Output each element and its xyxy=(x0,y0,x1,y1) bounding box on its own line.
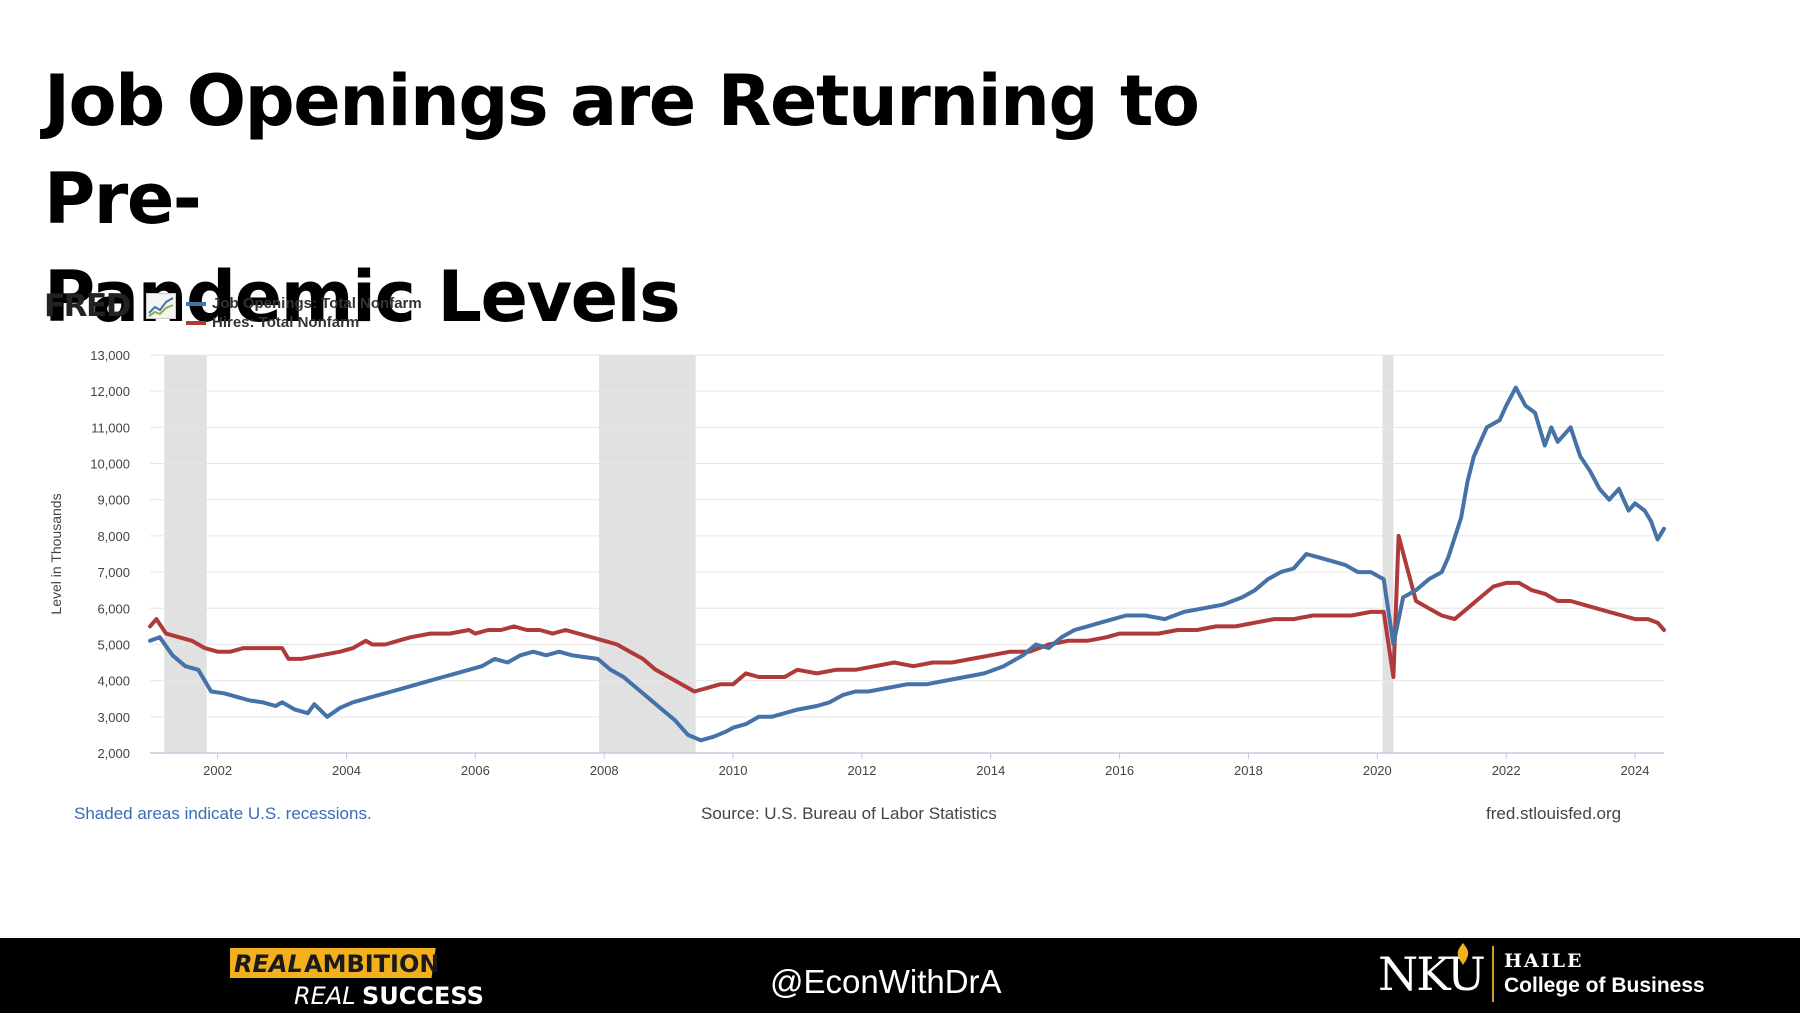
x-tick-label: 2004 xyxy=(332,763,361,778)
flame-icon xyxy=(1457,943,1469,965)
x-tick-label: 2010 xyxy=(719,763,748,778)
y-tick-label: 3,000 xyxy=(97,710,130,725)
series-line-hires xyxy=(148,533,1666,694)
y-tick-label: 10,000 xyxy=(90,457,130,472)
y-tick-label: 2,000 xyxy=(97,746,130,761)
fred-site-link[interactable]: fred.stlouisfed.org xyxy=(1486,804,1622,823)
y-tick-label: 12,000 xyxy=(90,384,130,399)
series-line-job-openings xyxy=(148,385,1666,743)
y-tick-label: 4,000 xyxy=(97,674,130,689)
recession-band xyxy=(164,355,207,753)
axes: 2,000 3,000 4,000 5,000 6,000 7,000 8,000 9,000… xyxy=(48,348,1664,778)
fred-logo: FRED xyxy=(44,288,131,324)
x-tick-label: 2002 xyxy=(203,763,232,778)
y-tick-label: 8,000 xyxy=(97,529,130,544)
chart-legend: Job Openings: Total Nonfarm Hires: Total… xyxy=(186,294,422,332)
x-tick-label: 2006 xyxy=(461,763,490,778)
y-tick-label: 9,000 xyxy=(97,493,130,508)
x-tick-label: 2018 xyxy=(1234,763,1263,778)
recession-band xyxy=(599,355,696,753)
y-tick-label: 13,000 xyxy=(90,348,130,363)
x-tick-label: 2022 xyxy=(1492,763,1521,778)
x-tick-label: 2024 xyxy=(1621,763,1650,778)
slogan-ambition: AMBITION xyxy=(304,950,439,978)
line-chart-icon xyxy=(146,293,176,319)
slide-title: Job Openings are Returning to Pre- Pande… xyxy=(44,52,1344,346)
slide-title-line1: Job Openings are Returning to Pre- xyxy=(44,60,1200,240)
college-name-line2: College of Business xyxy=(1504,974,1705,997)
y-tick-label: 7,000 xyxy=(97,565,130,580)
y-tick-label: 5,000 xyxy=(97,637,130,652)
slogan-real-1: REAL xyxy=(234,950,303,978)
college-name-line1: HAILE xyxy=(1504,950,1584,972)
x-tick-label: 2016 xyxy=(1105,763,1134,778)
series-lines xyxy=(148,385,1666,743)
logo-divider xyxy=(1492,946,1494,1002)
recession-band xyxy=(1382,355,1394,753)
legend-label: Job Openings: Total Nonfarm xyxy=(212,295,422,312)
legend-item-hires: Hires: Total Nonfarm xyxy=(186,313,422,332)
legend-item-job-openings: Job Openings: Total Nonfarm xyxy=(186,294,422,313)
recession-shading xyxy=(164,355,1394,753)
social-handle: @EconWithDrA xyxy=(770,963,1002,1000)
x-tick-label: 2012 xyxy=(847,763,876,778)
recession-note: Shaded areas indicate U.S. recessions. xyxy=(74,804,372,823)
legend-swatch xyxy=(186,301,206,306)
y-tick-label: 11,000 xyxy=(91,420,130,435)
grid-lines xyxy=(150,354,1664,754)
x-tick-label: 2008 xyxy=(590,763,619,778)
y-axis-label: Level in Thousands xyxy=(48,493,64,614)
y-tick-label: 6,000 xyxy=(97,601,130,616)
slogan-real-2: REAL xyxy=(294,982,356,1010)
source-note: Source: U.S. Bureau of Labor Statistics xyxy=(701,804,997,823)
slogan-success: SUCCESS xyxy=(362,982,484,1010)
legend-label: Hires: Total Nonfarm xyxy=(212,314,360,331)
legend-swatch xyxy=(186,320,206,325)
x-tick-label: 2014 xyxy=(976,763,1005,778)
x-tick-label: 2020 xyxy=(1363,763,1392,778)
real-ambition-real-success-logo: REAL AMBITION REAL SUCCESS xyxy=(230,948,484,1010)
